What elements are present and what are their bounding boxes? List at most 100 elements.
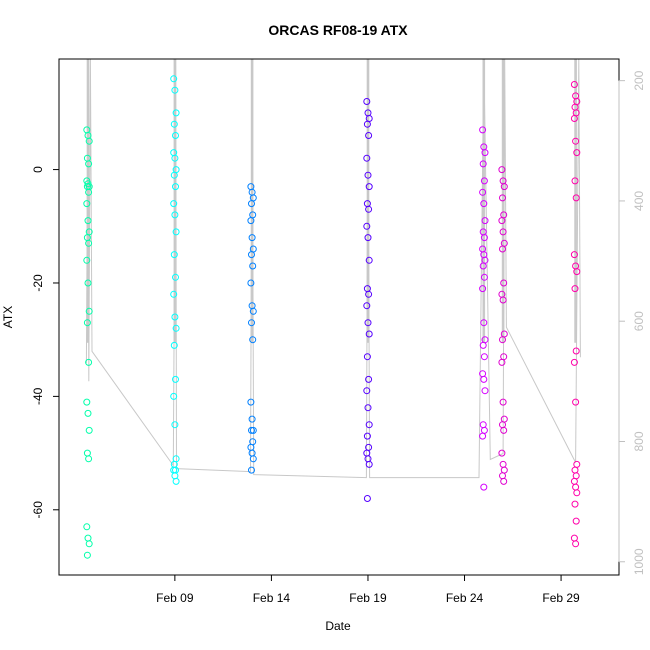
data-point xyxy=(85,455,93,463)
x-axis-label: Date xyxy=(325,619,351,633)
data-point xyxy=(499,296,507,304)
x-tick-label: Feb 14 xyxy=(253,591,291,605)
right-tick-label: 200 xyxy=(632,70,646,90)
data-point xyxy=(363,432,371,440)
data-point xyxy=(171,154,179,162)
data-point xyxy=(481,387,489,395)
data-point xyxy=(500,426,508,434)
data-point xyxy=(248,319,255,327)
data-point xyxy=(499,472,506,480)
data-point xyxy=(363,154,371,162)
data-point xyxy=(364,171,372,179)
data-point xyxy=(572,517,580,525)
data-point xyxy=(249,336,257,344)
data-point xyxy=(365,183,373,191)
data-point xyxy=(83,523,91,531)
data-point xyxy=(365,460,373,468)
data-point xyxy=(498,217,506,225)
x-tick-label: Feb 09 xyxy=(156,591,194,605)
data-point xyxy=(85,239,93,247)
data-point xyxy=(570,251,578,259)
data-point xyxy=(498,166,506,174)
data-point xyxy=(249,455,257,463)
data-point xyxy=(571,466,579,474)
data-point xyxy=(172,109,180,117)
data-point xyxy=(172,375,179,383)
data-point xyxy=(363,302,371,310)
chart-title: ORCAS RF08-19 ATX xyxy=(268,22,408,38)
data-point xyxy=(480,353,488,361)
y-axis-label: ATX xyxy=(1,306,15,328)
data-point xyxy=(170,171,178,179)
data-point xyxy=(363,120,371,128)
data-point xyxy=(573,268,581,276)
data-point xyxy=(500,183,508,191)
data-point xyxy=(248,200,255,208)
data-point xyxy=(479,126,487,134)
x-tick-label: Feb 19 xyxy=(349,591,387,605)
data-point xyxy=(83,256,91,264)
data-point xyxy=(479,341,487,349)
data-point xyxy=(573,489,581,497)
data-point xyxy=(170,200,178,208)
data-point xyxy=(479,432,487,440)
data-point xyxy=(499,228,507,236)
data-point xyxy=(84,279,92,287)
data-point xyxy=(571,177,579,185)
data-point xyxy=(480,375,488,383)
data-point xyxy=(364,319,372,327)
data-point xyxy=(85,188,93,196)
data-point xyxy=(85,137,93,145)
data-point xyxy=(83,551,91,559)
data-point xyxy=(171,211,179,219)
data-point xyxy=(248,449,256,457)
data-point xyxy=(171,472,179,480)
y-tick-label: -60 xyxy=(31,501,45,519)
data-point xyxy=(171,421,179,429)
data-point xyxy=(170,120,178,128)
data-point xyxy=(499,245,506,253)
data-point xyxy=(84,534,92,542)
data-point xyxy=(85,160,93,168)
data-point xyxy=(363,222,371,230)
data-point xyxy=(570,534,578,542)
data-point xyxy=(249,262,257,270)
data-point xyxy=(247,217,255,225)
data-point xyxy=(572,540,580,548)
data-point xyxy=(572,483,580,491)
data-point xyxy=(571,500,579,508)
data-point xyxy=(365,256,373,264)
data-point xyxy=(479,188,487,196)
data-point xyxy=(170,251,178,259)
data-point xyxy=(365,421,373,429)
data-point xyxy=(480,426,488,434)
data-point xyxy=(570,358,578,366)
data-point xyxy=(481,217,489,225)
data-point xyxy=(85,307,93,315)
data-point xyxy=(363,353,371,361)
data-point xyxy=(570,81,578,88)
data-point xyxy=(249,307,257,315)
data-point xyxy=(170,75,178,83)
data-point xyxy=(498,449,506,457)
data-point xyxy=(170,392,178,400)
data-point xyxy=(479,262,487,270)
data-point xyxy=(248,251,255,259)
plot-area xyxy=(83,58,581,559)
data-point xyxy=(85,540,93,548)
data-point xyxy=(83,200,91,208)
data-point xyxy=(480,483,488,491)
data-point xyxy=(500,415,508,423)
data-point xyxy=(499,336,506,344)
x-tick-label: Feb 29 xyxy=(542,591,580,605)
data-point xyxy=(172,132,179,139)
data-point xyxy=(479,285,487,293)
data-point xyxy=(172,477,180,485)
data-point xyxy=(247,398,255,406)
data-point xyxy=(83,319,91,327)
data-point xyxy=(170,341,178,349)
right-tick-label: 1000 xyxy=(632,548,646,575)
data-point xyxy=(363,495,371,502)
data-point xyxy=(364,455,372,463)
